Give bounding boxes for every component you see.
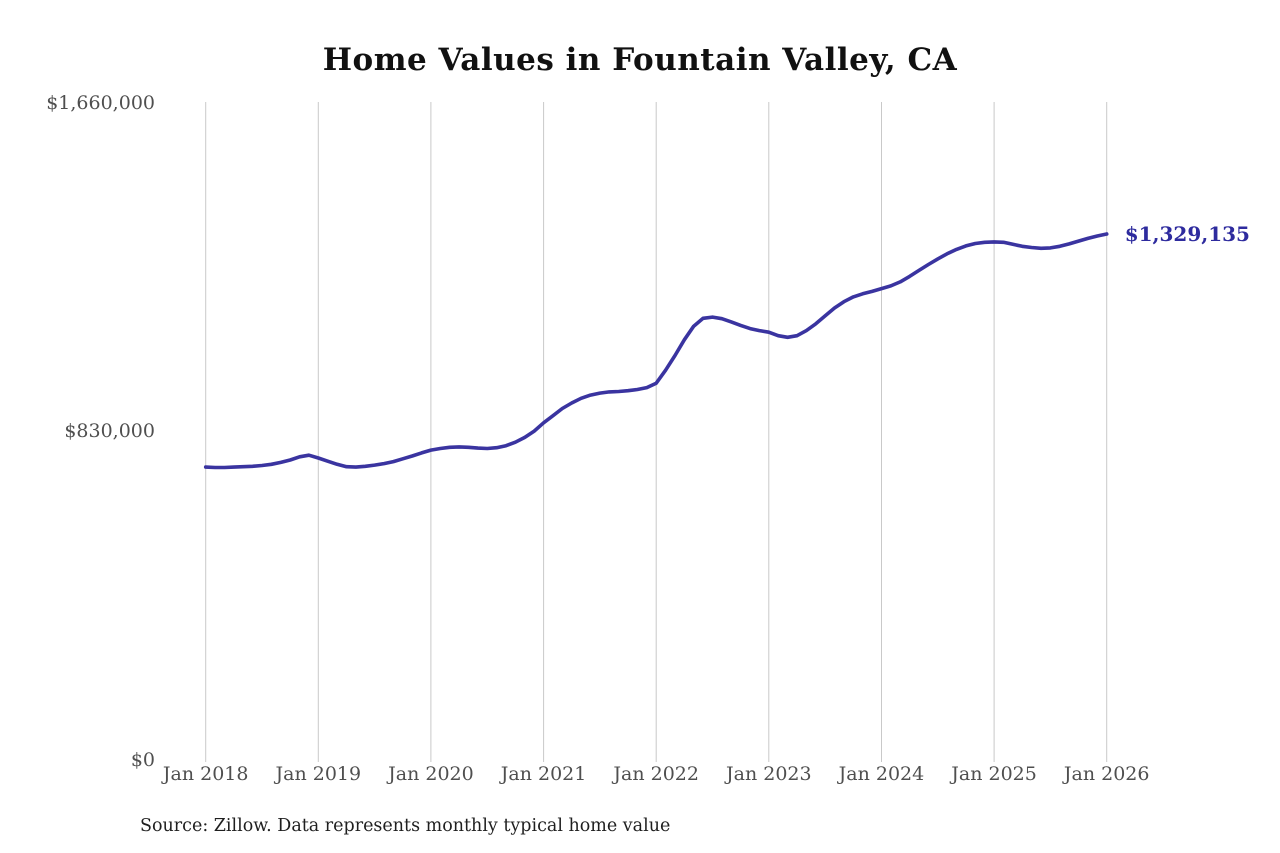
y-axis-label: $0 <box>130 748 155 771</box>
y-axis-label: $1,660,000 <box>46 91 155 114</box>
latest-value-label: $1,329,135 <box>1124 221 1250 246</box>
x-axis-label: Jan 2019 <box>275 763 362 785</box>
y-axis-label: $830,000 <box>64 420 155 442</box>
x-axis-label: Jan 2023 <box>726 763 812 785</box>
home-value-line <box>203 232 1109 470</box>
x-axis-label: Jan 2018 <box>162 763 249 785</box>
x-axis-label: Jan 2020 <box>388 763 474 785</box>
source-note: Source: Zillow. Data represents monthly … <box>140 816 671 836</box>
x-axis-label: Jan 2025 <box>951 763 1037 785</box>
chart-title: Home Values in Fountain Valley, CA <box>322 42 958 78</box>
x-axis-label: Jan 2022 <box>613 763 699 785</box>
vertical-gridlines <box>205 102 1108 762</box>
x-axis-label: Jan 2021 <box>500 763 587 785</box>
x-axis-label: Jan 2024 <box>838 763 925 785</box>
x-axis-label: Jan 2026 <box>1063 763 1150 785</box>
